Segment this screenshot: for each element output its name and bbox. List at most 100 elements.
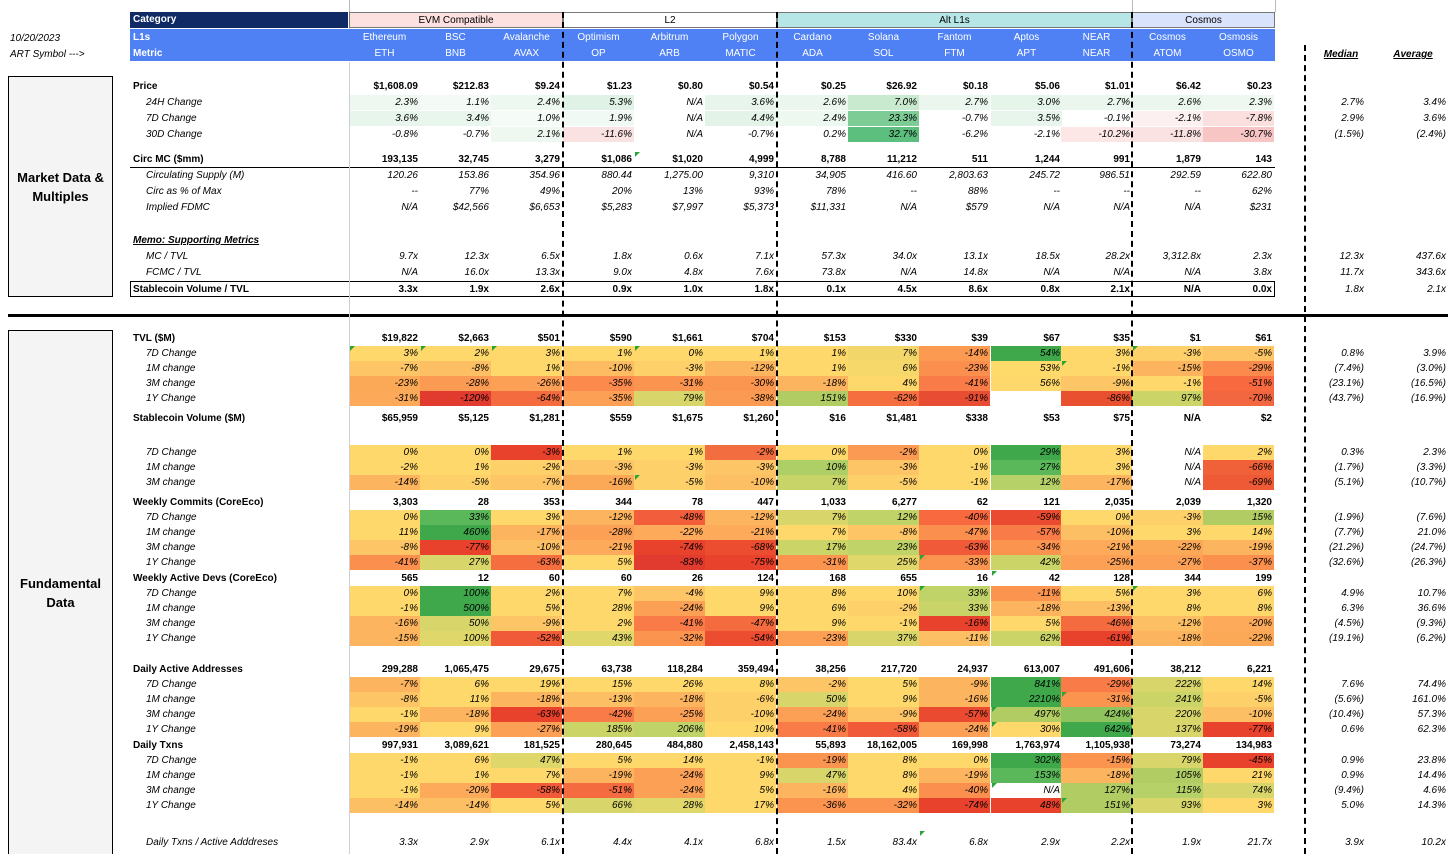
table-cell: 3.6% bbox=[705, 95, 776, 110]
median-cell: (7.4%) bbox=[1334, 363, 1364, 374]
table-cell: 1% bbox=[563, 346, 634, 361]
table-cell: 73.8x bbox=[821, 267, 846, 278]
chain-name: Fantom bbox=[937, 32, 972, 43]
chain-name: Solana bbox=[867, 32, 900, 43]
art-symbol-label: ART Symbol ---> bbox=[10, 49, 85, 60]
table-cell: 60 bbox=[548, 573, 560, 584]
row-label: Stablecoin Volume / TVL bbox=[133, 284, 249, 295]
table-cell: -2% bbox=[777, 677, 848, 692]
table-cell: 21.7x bbox=[1247, 837, 1272, 848]
table-cell: N/A bbox=[1113, 267, 1130, 278]
table-cell: -15% bbox=[349, 631, 420, 646]
table-cell: -14% bbox=[919, 346, 990, 361]
table-cell: -5% bbox=[848, 475, 919, 490]
table-cell: 5% bbox=[991, 616, 1062, 631]
table-cell: N/A bbox=[900, 202, 917, 213]
table-cell: 7% bbox=[848, 346, 919, 361]
table-cell: 10% bbox=[777, 460, 848, 475]
average-cell: (7.6%) bbox=[1416, 512, 1446, 523]
row-label: Memo: Supporting Metrics bbox=[133, 235, 260, 246]
grid-line bbox=[1275, 0, 1276, 12]
median-cell: (32.6%) bbox=[1328, 557, 1364, 568]
table-cell: 10% bbox=[705, 722, 776, 737]
grid-line bbox=[349, 0, 350, 12]
table-cell: 6,221 bbox=[1246, 664, 1272, 675]
table-cell: 424% bbox=[1061, 707, 1132, 722]
chain-name: Osmosis bbox=[1219, 32, 1258, 43]
table-cell: 24,937 bbox=[957, 664, 988, 675]
table-cell: 1.8x bbox=[754, 284, 774, 295]
table-cell: -1% bbox=[349, 768, 420, 783]
table-cell: N/A bbox=[1184, 462, 1201, 473]
table-cell bbox=[1061, 233, 1132, 248]
table-cell: $338 bbox=[965, 413, 988, 424]
l1s-label: L1s bbox=[133, 32, 151, 43]
table-cell: 20% bbox=[611, 186, 632, 197]
cell-comment-flag bbox=[992, 571, 997, 576]
table-cell: 3% bbox=[1132, 586, 1203, 601]
table-cell: -40% bbox=[919, 783, 990, 798]
table-cell: 128 bbox=[1113, 573, 1130, 584]
table-cell: -57% bbox=[991, 525, 1062, 540]
chain-symbol: ATOM bbox=[1153, 48, 1182, 59]
chain-symbol: APT bbox=[1016, 48, 1037, 59]
table-cell: 986.51 bbox=[1099, 170, 1130, 181]
table-cell: 26 bbox=[691, 573, 703, 584]
table-cell: 4.1x bbox=[684, 837, 703, 848]
table-cell: 6,277 bbox=[891, 497, 917, 508]
table-cell: 13.1x bbox=[963, 251, 988, 262]
table-cell: 5% bbox=[705, 783, 776, 798]
average-cell: 21.0% bbox=[1417, 527, 1446, 538]
table-cell: -31% bbox=[1061, 692, 1132, 707]
table-cell: 100% bbox=[420, 631, 491, 646]
table-cell: 3% bbox=[1203, 798, 1274, 813]
median-cell: 0.6% bbox=[1341, 724, 1364, 735]
table-cell: N/A bbox=[1113, 202, 1130, 213]
table-cell: $501 bbox=[537, 333, 560, 344]
table-cell: 137% bbox=[1132, 722, 1203, 737]
median-cell: 12.3x bbox=[1339, 251, 1364, 262]
table-cell: 299,288 bbox=[381, 664, 418, 675]
table-cell: 2.2x bbox=[1111, 837, 1130, 848]
table-cell: 2,803.63 bbox=[949, 170, 988, 181]
table-cell: 447 bbox=[757, 497, 774, 508]
table-cell: -19% bbox=[563, 768, 634, 783]
table-cell: -29% bbox=[1061, 677, 1132, 692]
table-cell: 1% bbox=[491, 361, 562, 376]
table-cell: -5% bbox=[420, 475, 491, 490]
table-cell: -21% bbox=[1061, 540, 1132, 555]
table-cell: 302% bbox=[991, 753, 1062, 768]
table-cell: -7% bbox=[349, 677, 420, 692]
table-cell: -24% bbox=[777, 707, 848, 722]
table-cell: -1% bbox=[349, 601, 420, 616]
table-cell: 241% bbox=[1132, 692, 1203, 707]
table-cell: 5% bbox=[563, 753, 634, 768]
row-label: 3M change bbox=[146, 709, 196, 720]
table-cell: 43% bbox=[563, 631, 634, 646]
table-cell: -7% bbox=[349, 361, 420, 376]
table-cell: 25% bbox=[848, 555, 919, 570]
median-cell: (10.4%) bbox=[1328, 709, 1364, 720]
cell-comment-flag bbox=[492, 346, 497, 351]
table-cell: 2.9x bbox=[1041, 837, 1060, 848]
category-l2: L2 bbox=[563, 12, 777, 28]
table-cell: 3% bbox=[1061, 346, 1132, 361]
table-cell: -11.6% bbox=[563, 127, 634, 142]
table-cell: -13% bbox=[563, 692, 634, 707]
table-cell: 10% bbox=[848, 586, 919, 601]
table-cell: -37% bbox=[1203, 555, 1274, 570]
table-cell: N/A bbox=[401, 267, 418, 278]
table-cell: 7% bbox=[777, 525, 848, 540]
table-cell: $0.80 bbox=[677, 81, 703, 92]
average-cell: (6.2%) bbox=[1416, 633, 1446, 644]
table-cell: -48% bbox=[634, 510, 705, 525]
average-cell: 62.3% bbox=[1417, 724, 1446, 735]
table-cell: 0% bbox=[349, 510, 420, 525]
table-cell: -8% bbox=[420, 361, 491, 376]
table-cell: -34% bbox=[991, 540, 1062, 555]
table-cell: $212.83 bbox=[452, 81, 489, 92]
table-cell: 880.44 bbox=[601, 170, 632, 181]
table-cell: 4.4% bbox=[705, 111, 776, 126]
median-cell: 1.8x bbox=[1345, 284, 1364, 295]
table-cell bbox=[848, 233, 919, 248]
